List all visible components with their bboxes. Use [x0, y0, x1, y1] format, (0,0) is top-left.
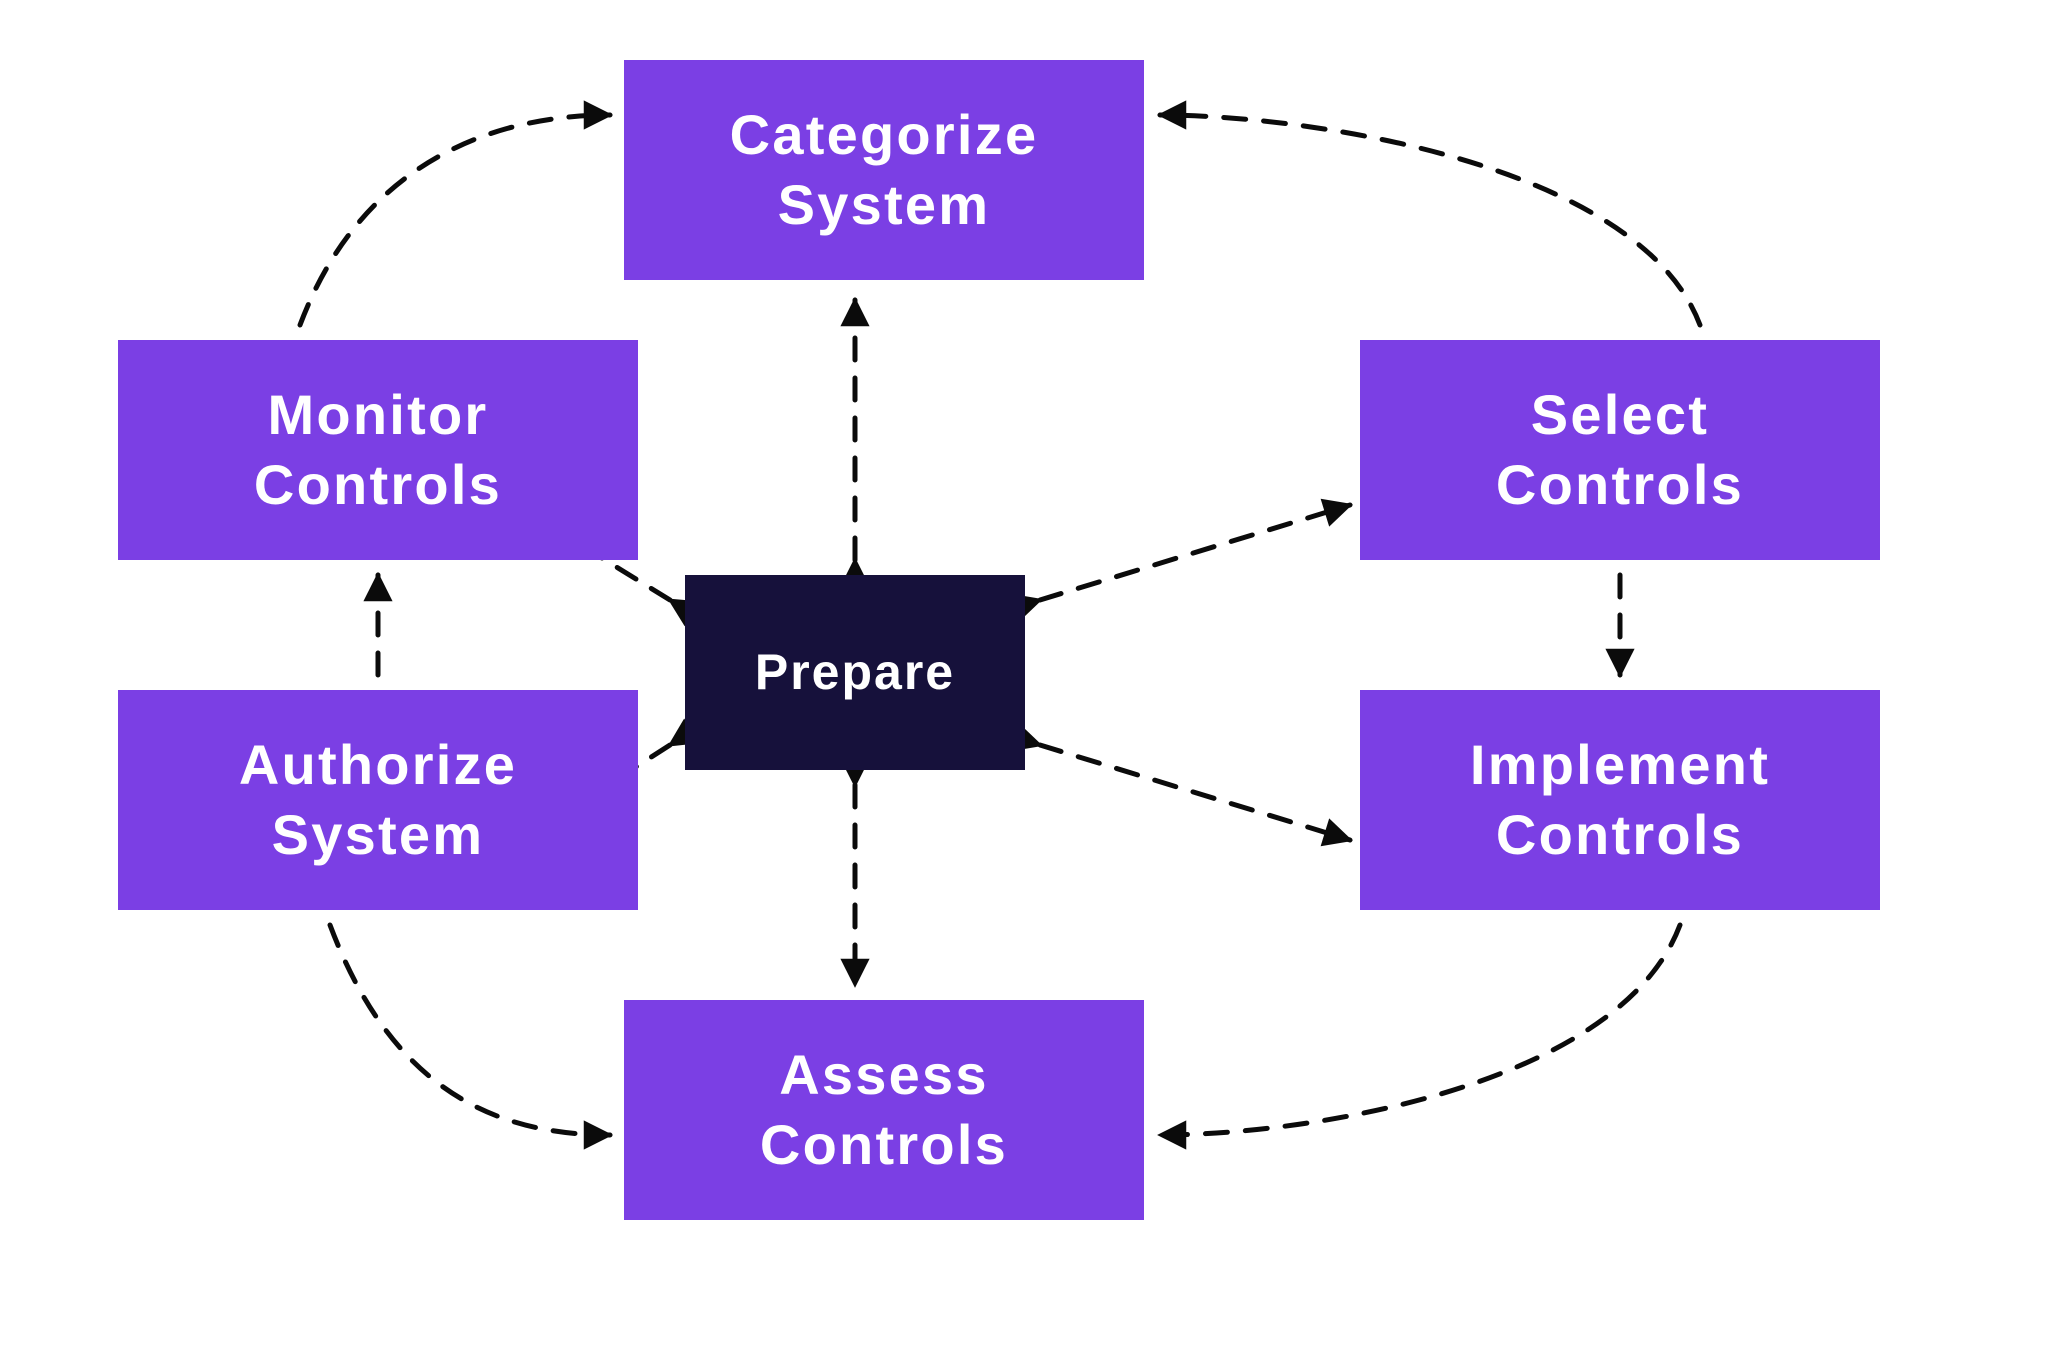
node-monitor-label: Monitor Controls: [254, 380, 502, 520]
node-categorize: Categorize System: [624, 60, 1144, 280]
node-prepare-label: Prepare: [755, 641, 955, 704]
node-select-label: Select Controls: [1496, 380, 1744, 520]
node-authorize-label: Authorize System: [239, 730, 517, 870]
node-implement-label: Implement Controls: [1470, 730, 1770, 870]
node-assess: Assess Controls: [624, 1000, 1144, 1220]
node-authorize: Authorize System: [118, 690, 638, 910]
node-implement: Implement Controls: [1360, 690, 1880, 910]
node-assess-label: Assess Controls: [760, 1040, 1008, 1180]
node-monitor: Monitor Controls: [118, 340, 638, 560]
rmf-diagram: Prepare Categorize System Select Control…: [0, 0, 2048, 1366]
node-categorize-label: Categorize System: [730, 100, 1039, 240]
node-prepare: Prepare: [685, 575, 1025, 770]
node-select: Select Controls: [1360, 340, 1880, 560]
